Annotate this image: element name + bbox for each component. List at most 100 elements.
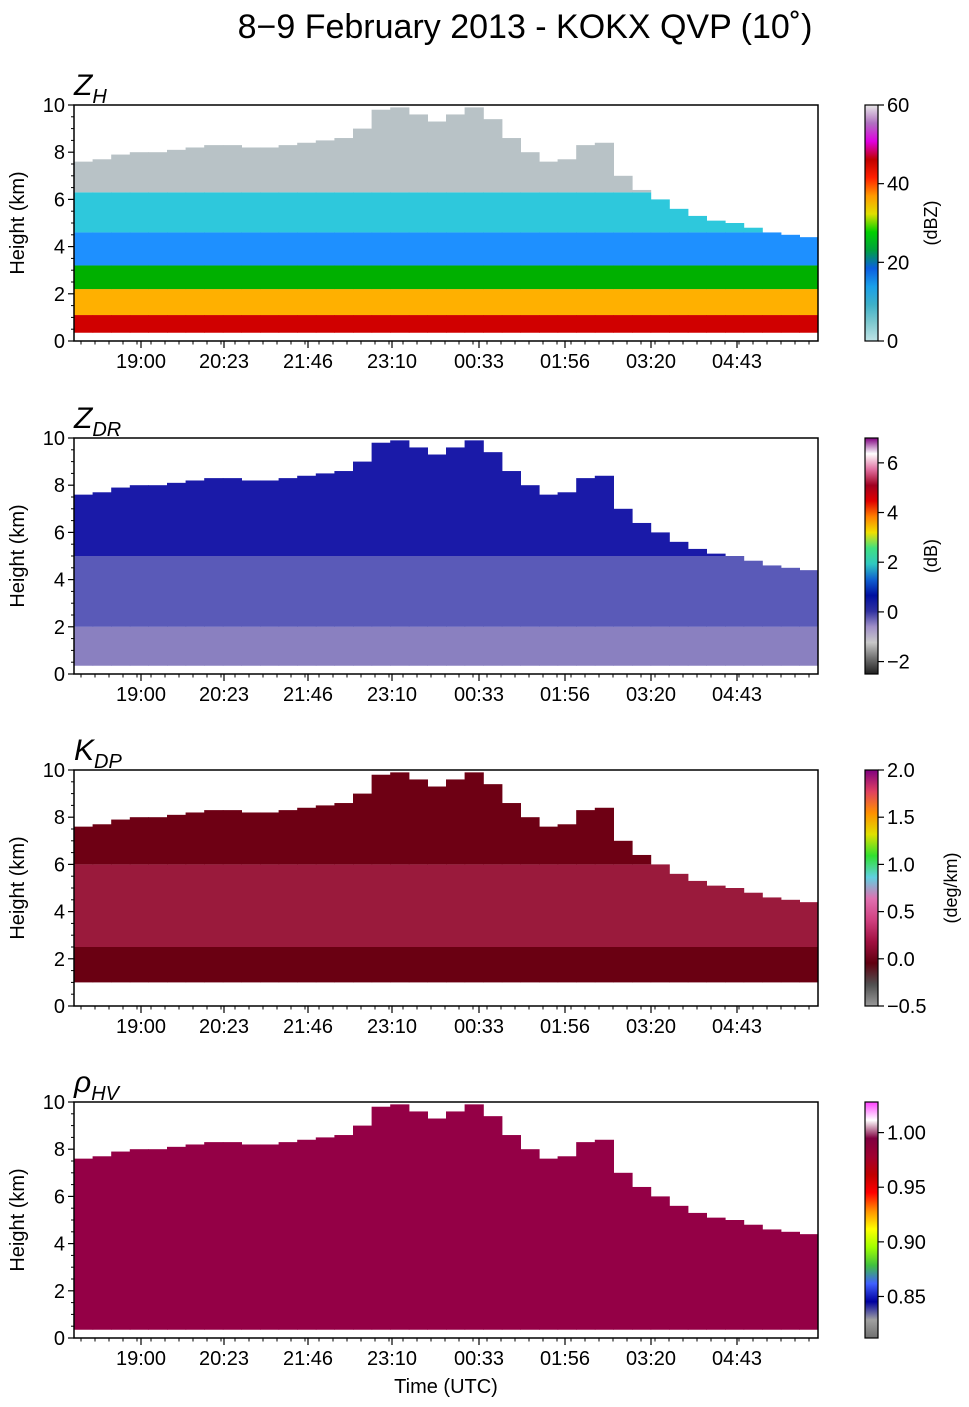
echo-cell (408, 626, 428, 666)
echo-cell (390, 556, 410, 627)
echo-cell (483, 626, 503, 666)
echo-cell (111, 556, 131, 627)
echo-cell (408, 556, 428, 627)
echo-cell (632, 864, 652, 947)
echo-cell (260, 480, 280, 556)
echo-cell (185, 147, 205, 193)
echo-cell (353, 461, 373, 556)
y-axis-label: Height (km) (7, 836, 29, 939)
echo-cell (204, 478, 224, 556)
echo-cell (241, 1144, 261, 1330)
echo-cell (650, 532, 670, 556)
echo-cell (613, 556, 633, 627)
echo-cell (74, 192, 94, 233)
echo-cell (353, 626, 373, 666)
echo-cell (315, 947, 335, 983)
x-tick-label: 21:46 (283, 1348, 333, 1370)
echo-cell (427, 786, 447, 865)
x-tick-label: 20:23 (199, 1348, 249, 1370)
echo-cell (74, 864, 94, 947)
echo-cell (669, 541, 689, 556)
echo-cell (743, 947, 763, 983)
echo-cell (390, 107, 410, 193)
y-tick-label: 10 (43, 428, 65, 450)
echo-cell (799, 1234, 818, 1330)
echo-cell (222, 947, 242, 983)
echo-cell (315, 1137, 335, 1330)
x-tick-label: 00:33 (454, 351, 504, 373)
echo-cell (483, 452, 503, 556)
echo-cell (129, 152, 149, 193)
echo-cell (278, 265, 298, 290)
echo-cell (408, 232, 428, 266)
echo-cell (148, 192, 168, 233)
echo-cell (408, 192, 428, 233)
echo-cell (241, 626, 261, 666)
echo-cell (278, 145, 298, 193)
colorbar-tick-label: 0 (887, 602, 898, 624)
echo-cell (446, 289, 466, 316)
echo-cell (278, 556, 298, 627)
echo-cell (650, 232, 670, 266)
echo-cell (204, 864, 224, 947)
echo-cell (669, 873, 689, 947)
echo-cell (204, 145, 224, 193)
y-tick-label: 10 (43, 95, 65, 117)
echo-cell (576, 192, 596, 233)
x-tick-label: 23:10 (367, 1348, 417, 1370)
echo-cell (464, 107, 484, 193)
echo-cell (260, 147, 280, 193)
echo-cell (539, 947, 559, 983)
echo-cell (408, 947, 428, 983)
echo-cell (129, 556, 149, 627)
echo-cell (594, 947, 614, 983)
echo-cell (799, 237, 818, 266)
echo-cell (334, 315, 354, 333)
echo-cell (557, 265, 577, 290)
echo-cell (334, 1135, 354, 1330)
echo-cell (501, 265, 521, 290)
colorbar-tick-label: 6 (887, 453, 898, 475)
echo-cell (669, 265, 689, 290)
data-region (74, 440, 818, 666)
echo-cell (297, 142, 317, 193)
echo-cell (334, 265, 354, 290)
echo-cell (520, 864, 540, 947)
y-tick-label: 4 (54, 570, 65, 592)
y-axis-label: Height (km) (7, 504, 29, 607)
colorbar (864, 104, 879, 342)
colorbar-tick-label: −2 (887, 652, 910, 674)
x-tick-label: 20:23 (199, 351, 249, 373)
echo-cell (390, 947, 410, 983)
y-tick-label: 6 (54, 1186, 65, 1208)
echo-cell (650, 556, 670, 627)
y-tick-label: 0 (54, 996, 65, 1018)
echo-cell (743, 626, 763, 666)
echo-cell (539, 289, 559, 316)
echo-cell (576, 265, 596, 290)
x-tick-label: 20:23 (199, 1016, 249, 1038)
echo-cell (334, 947, 354, 983)
echo-cell (576, 232, 596, 266)
echo-cell (632, 315, 652, 333)
echo-cell (576, 626, 596, 666)
echo-cell (427, 265, 447, 290)
echo-cell (297, 556, 317, 627)
echo-cell (557, 864, 577, 947)
echo-cell (650, 289, 670, 316)
echo-cell (539, 626, 559, 666)
echo-cell (111, 1151, 131, 1330)
echo-cell (353, 864, 373, 947)
panel-3: KDP 0 2 4 6 8 10 Height (km) 19:00 20:23 21:46 23:1… (7, 734, 961, 1038)
echo-cell (725, 1220, 745, 1330)
echo-cell (297, 626, 317, 666)
echo-cell (297, 289, 317, 316)
x-tick-label: 21:46 (283, 1016, 333, 1038)
echo-cell (129, 626, 149, 666)
echo-cell (501, 192, 521, 233)
colorbar (864, 1101, 879, 1339)
echo-cell (632, 192, 652, 233)
echo-cell (278, 626, 298, 666)
echo-cell (483, 315, 503, 333)
x-tick-label: 04:43 (712, 351, 762, 373)
